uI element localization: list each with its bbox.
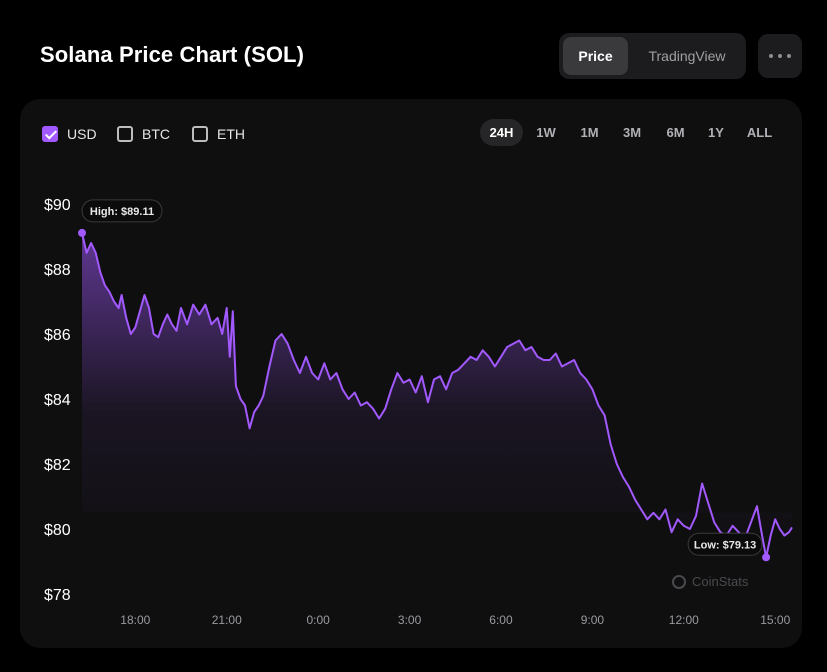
more-options-button[interactable]: [758, 34, 802, 78]
low-label-bg: [687, 532, 763, 556]
y-tick-label: $90: [44, 197, 71, 214]
currency-eth-checkbox[interactable]: ETH: [192, 125, 245, 143]
currency-label: USD: [67, 126, 97, 142]
checkbox-empty-icon: [192, 126, 208, 142]
x-tick-label: 15:00: [760, 613, 790, 627]
x-tick-label: 12:00: [669, 613, 699, 627]
low-point: [762, 553, 771, 562]
watermark-text: CoinStats: [692, 574, 749, 589]
x-tick-label: 9:00: [581, 613, 605, 627]
y-tick-label: $80: [44, 522, 71, 539]
ellipsis-icon: [769, 54, 773, 58]
x-tick-label: 3:00: [398, 613, 422, 627]
price-area: [82, 232, 792, 558]
range-24h-button[interactable]: 24H: [480, 119, 523, 146]
high-point: [78, 228, 86, 237]
currency-btc-checkbox[interactable]: BTC: [117, 125, 170, 143]
coinstats-logo-icon: [672, 574, 686, 589]
currency-usd-checkbox[interactable]: USD: [42, 125, 97, 143]
x-tick-label: 6:00: [489, 613, 513, 627]
range-1m-button[interactable]: 1M: [580, 125, 599, 140]
price-line: [81, 232, 793, 559]
page-title: Solana Price Chart (SOL): [40, 42, 305, 67]
x-tick-label: 21:00: [212, 613, 242, 627]
y-tick-label: $78: [44, 587, 71, 604]
range-1w-button[interactable]: 1W: [536, 125, 556, 140]
range-6m-button[interactable]: 6M: [666, 125, 685, 140]
tradingview-button[interactable]: TradingView: [648, 48, 726, 64]
x-tick-label: 0:00: [306, 613, 330, 627]
price-view-button[interactable]: Price: [563, 37, 628, 75]
high-label: High: $89.11: [90, 206, 154, 218]
y-tick-label: $84: [44, 392, 71, 409]
ellipsis-dot: [787, 54, 791, 58]
ellipsis-dot: [778, 54, 782, 58]
y-tick-label: $86: [44, 327, 71, 344]
currency-label: BTC: [142, 126, 170, 142]
range-3m-button[interactable]: 3M: [622, 125, 642, 140]
y-tick-label: $82: [44, 457, 71, 474]
view-toggle: Price TradingView: [559, 33, 746, 79]
checkbox-empty-icon: [117, 126, 133, 142]
low-label: Low: $79.13: [694, 539, 756, 551]
coinstats-watermark: CoinStats: [672, 574, 748, 589]
high-label-bg: [81, 199, 163, 223]
range-1y-button[interactable]: 1Y: [708, 125, 724, 140]
range-all-button[interactable]: ALL: [746, 125, 773, 140]
x-tick-label: 18:00: [120, 613, 150, 627]
currency-label: ETH: [217, 126, 245, 142]
checkbox-checked-icon: [42, 126, 58, 142]
y-tick-label: $88: [44, 262, 71, 279]
